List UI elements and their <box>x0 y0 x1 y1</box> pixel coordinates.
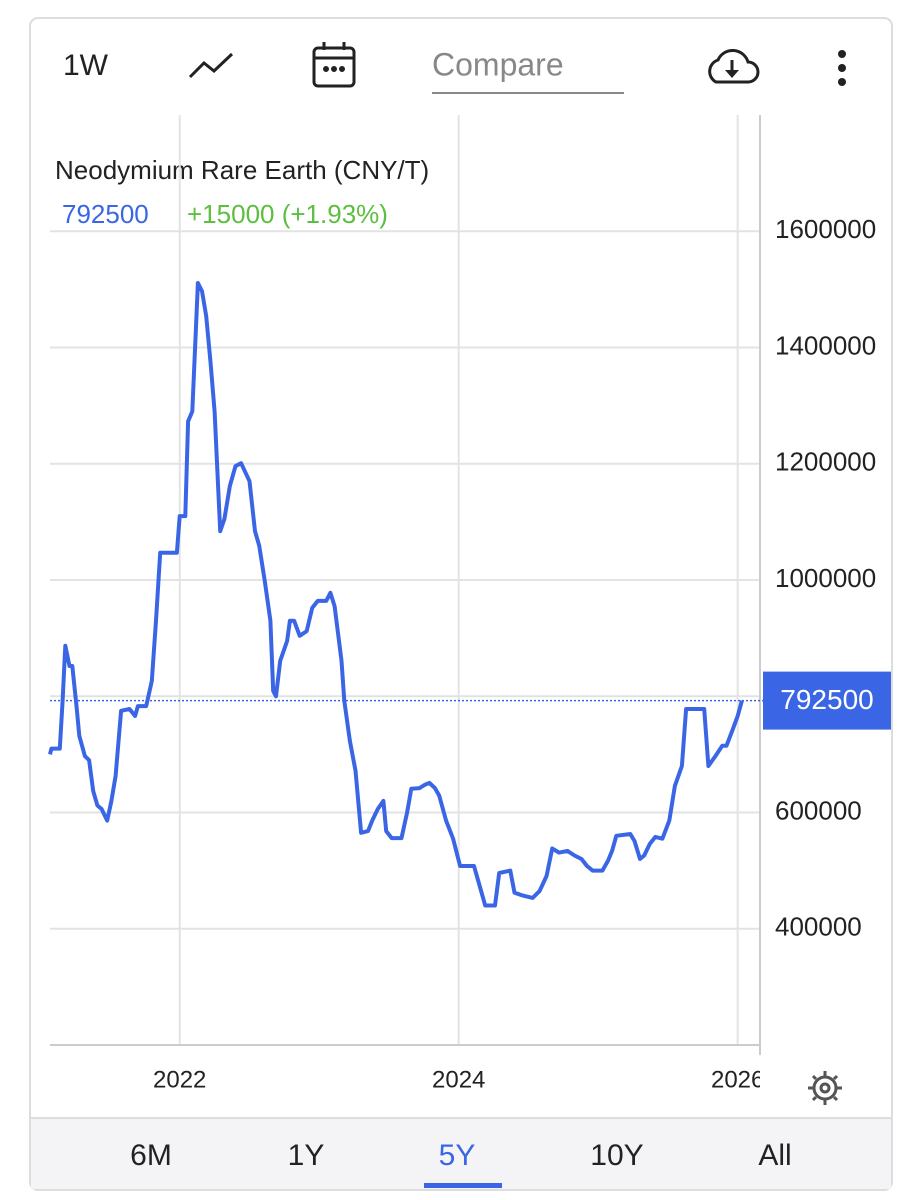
range-tab[interactable]: 10Y <box>590 1139 643 1172</box>
range-tabs: 6M 1Y 5Y 10Y All <box>130 1139 792 1188</box>
settings-icon[interactable] <box>808 1071 842 1105</box>
compare-input[interactable]: Compare <box>432 46 564 82</box>
y-tick-label: 1400000 <box>775 330 876 360</box>
interval-button[interactable]: 1W <box>63 49 109 82</box>
y-tick-label: 1200000 <box>775 447 876 477</box>
active-tab-indicator <box>424 1183 502 1188</box>
price-line <box>48 281 744 908</box>
chart-title: Neodymium Rare Earth (CNY/T) <box>55 155 429 185</box>
calendar-icon[interactable] <box>312 42 356 88</box>
last-price-label: 792500 <box>780 684 873 715</box>
x-tick-label: 2026 <box>711 1066 764 1093</box>
range-tab[interactable]: All <box>758 1139 791 1172</box>
download-icon[interactable] <box>708 49 760 84</box>
more-menu[interactable] <box>838 50 846 86</box>
range-tab[interactable]: 5Y <box>439 1139 476 1172</box>
x-tick-label: 2022 <box>153 1066 206 1093</box>
range-tab[interactable]: 1Y <box>288 1139 325 1172</box>
chart-type-icon[interactable] <box>188 52 234 79</box>
y-tick-label: 1600000 <box>775 214 876 244</box>
price-change: +15000 (+1.93%) <box>187 199 388 229</box>
plot: 4000006000008000001000000120000014000001… <box>48 115 891 1093</box>
y-tick-label: 400000 <box>775 912 862 942</box>
card <box>29 17 893 1191</box>
tab-bar <box>31 1118 891 1189</box>
range-tab[interactable]: 6M <box>130 1139 172 1172</box>
last-price: 792500 <box>62 199 149 229</box>
y-tick-label: 1000000 <box>775 563 876 593</box>
x-tick-label: 2024 <box>432 1066 485 1093</box>
y-tick-label: 600000 <box>775 795 862 825</box>
last-price-box <box>763 671 891 730</box>
